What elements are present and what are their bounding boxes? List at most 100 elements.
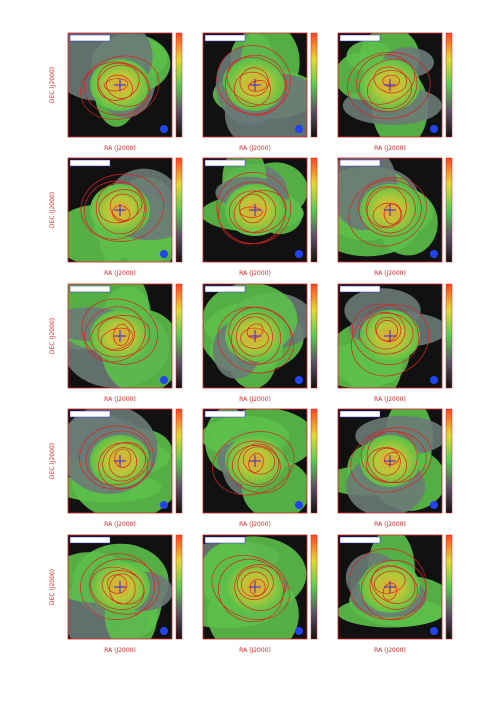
contour	[237, 443, 280, 485]
contour	[249, 578, 266, 597]
contour	[85, 430, 151, 486]
panel-label-box	[69, 34, 111, 42]
y-axis-label: DEC (J2000)	[49, 569, 56, 605]
map-panel: RA (J2000) DEC (J2000)	[49, 32, 183, 152]
contour	[211, 555, 290, 620]
contour	[382, 74, 400, 87]
x-axis-label: RA (J2000)	[239, 647, 271, 654]
map-image	[338, 535, 442, 639]
contour	[366, 186, 416, 234]
beam	[160, 501, 168, 509]
beam	[430, 250, 438, 258]
contour	[374, 570, 406, 594]
map-panel: RA (J2000)	[337, 408, 453, 528]
contour	[358, 312, 414, 355]
contour	[372, 202, 402, 227]
x-axis-label: RA (J2000)	[104, 270, 136, 277]
contour	[90, 315, 151, 358]
map-panel: RA (J2000)	[202, 408, 318, 528]
map-image	[68, 535, 172, 639]
contour	[233, 71, 271, 107]
contour	[226, 440, 290, 494]
beam	[430, 376, 438, 384]
contour	[228, 306, 292, 364]
y-axis-label: DEC (J2000)	[49, 318, 56, 354]
contour	[358, 179, 422, 237]
x-axis-label: RA (J2000)	[239, 396, 271, 403]
contour	[240, 571, 269, 597]
map-panel: RA (J2000) DEC (J2000)	[49, 283, 183, 403]
contour	[375, 316, 402, 342]
frame	[67, 32, 173, 138]
panel-label-box	[339, 285, 381, 293]
contour	[114, 448, 132, 468]
contour	[102, 441, 146, 482]
contour	[90, 566, 145, 610]
map-image	[68, 33, 172, 137]
x-axis-label: RA (J2000)	[104, 396, 136, 403]
panel-label-box	[69, 536, 111, 544]
frame	[202, 157, 308, 263]
contour	[97, 64, 140, 101]
contour	[95, 182, 145, 235]
contour	[80, 55, 160, 120]
beam	[295, 125, 303, 133]
contour	[98, 189, 143, 224]
contour	[83, 180, 147, 240]
contour	[84, 306, 146, 363]
panel-label-box	[204, 159, 246, 167]
contour	[100, 327, 134, 350]
x-axis-label: RA (J2000)	[374, 145, 406, 152]
colorbar	[310, 32, 318, 138]
contour	[356, 54, 418, 113]
contour	[236, 316, 273, 357]
contour	[218, 558, 284, 623]
map-panel: RA (J2000)	[202, 534, 318, 654]
contour	[366, 447, 408, 483]
contour	[97, 62, 149, 107]
contour	[382, 582, 398, 601]
contour	[369, 566, 418, 610]
contour	[373, 66, 408, 94]
contour	[234, 564, 285, 611]
frame	[337, 157, 443, 263]
map-panel: RA (J2000) DEC (J2000)	[49, 157, 183, 277]
y-axis-label: DEC (J2000)	[49, 192, 56, 228]
contour	[348, 548, 427, 620]
contour	[350, 427, 432, 493]
map-image	[338, 284, 442, 388]
x-axis-label: RA (J2000)	[239, 145, 271, 152]
contour	[239, 206, 263, 218]
panel-label-box	[69, 285, 111, 293]
beam	[295, 627, 303, 635]
contour	[80, 553, 155, 620]
colorbar	[310, 283, 318, 389]
frame	[337, 32, 443, 138]
map-panel: RA (J2000)	[337, 32, 453, 152]
panel-label-box	[69, 410, 111, 418]
colorbar	[175, 534, 183, 640]
contour	[242, 446, 276, 475]
frame	[202, 534, 308, 640]
x-axis-label: RA (J2000)	[374, 270, 406, 277]
contour	[360, 430, 427, 484]
beam	[295, 250, 303, 258]
colorbar	[445, 408, 453, 514]
map-panel: RA (J2000) DEC (J2000)	[49, 534, 183, 654]
contour	[217, 306, 295, 374]
beam	[160, 250, 168, 258]
panel-label-box	[204, 536, 246, 544]
map-image	[203, 158, 307, 262]
panel-label-box	[339, 410, 381, 418]
contour	[212, 431, 295, 496]
x-axis-label: RA (J2000)	[239, 270, 271, 277]
contour	[248, 80, 268, 92]
beam	[160, 376, 168, 384]
y-axis-label: DEC (J2000)	[49, 443, 56, 479]
contour	[233, 190, 287, 234]
contour	[108, 447, 138, 478]
colorbar	[445, 157, 453, 263]
x-axis-label: RA (J2000)	[374, 396, 406, 403]
panel-label-box	[204, 34, 246, 42]
